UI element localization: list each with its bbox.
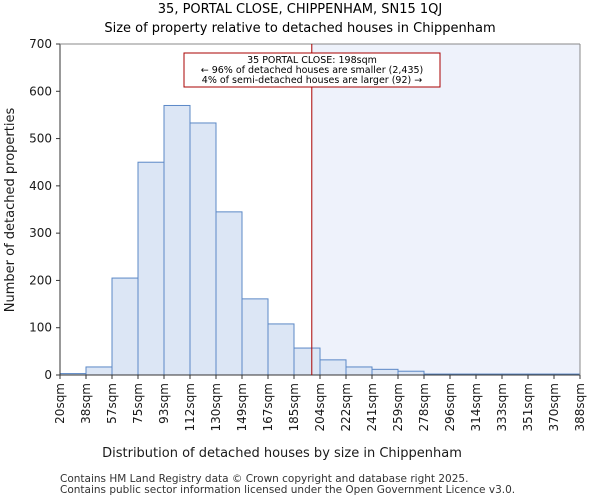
bar-241sqm bbox=[371, 368, 399, 376]
y-tick-label: 700 bbox=[29, 37, 52, 51]
chart-title: 35, PORTAL CLOSE, CHIPPENHAM, SN15 1QJ bbox=[158, 2, 442, 17]
bar-38sqm bbox=[85, 366, 113, 376]
x-tick-label: 351sqm bbox=[521, 383, 535, 431]
y-ticks-group: 0 100 200 300 400 500 600 700 bbox=[29, 37, 60, 382]
x-tick-label: 185sqm bbox=[287, 383, 301, 431]
chart-subtitle: Size of property relative to detached ho… bbox=[104, 21, 495, 36]
x-tick-label: 333sqm bbox=[495, 383, 509, 431]
bar-57sqm bbox=[111, 277, 139, 376]
x-axis-label: Distribution of detached houses by size … bbox=[102, 446, 462, 461]
x-tick-label: 57sqm bbox=[105, 383, 119, 424]
bar-222sqm bbox=[345, 366, 373, 376]
annotation-box: 35 PORTAL CLOSE: 198sqm ← 96% of detache… bbox=[183, 52, 441, 88]
y-tick-label: 400 bbox=[29, 179, 52, 193]
x-tick-label: 204sqm bbox=[313, 383, 327, 431]
y-tick-label: 600 bbox=[29, 84, 52, 98]
y-tick-label: 500 bbox=[29, 132, 52, 146]
bars-group bbox=[59, 104, 581, 376]
footer-line-1: Contains HM Land Registry data © Crown c… bbox=[60, 473, 469, 485]
x-tick-label: 370sqm bbox=[547, 383, 561, 431]
x-tick-label: 167sqm bbox=[261, 383, 275, 431]
x-tick-label: 278sqm bbox=[417, 383, 431, 431]
x-tick-label: 222sqm bbox=[339, 383, 353, 431]
x-tick-label: 314sqm bbox=[469, 383, 483, 431]
x-tick-label: 20sqm bbox=[53, 383, 67, 424]
x-tick-label: 388sqm bbox=[573, 383, 587, 431]
x-tick-label: 149sqm bbox=[235, 383, 249, 431]
y-tick-label: 200 bbox=[29, 273, 52, 287]
bar-149sqm bbox=[241, 298, 269, 376]
x-tick-label: 296sqm bbox=[443, 383, 457, 431]
x-tick-label: 38sqm bbox=[79, 383, 93, 424]
bar-75sqm bbox=[137, 161, 165, 376]
x-ticks-group: 20sqm 38sqm 57sqm 75sqm 93sqm 112sqm 130sqm 149… bbox=[53, 375, 587, 431]
annotation-line-2: ← 96% of detached houses are smaller (2,… bbox=[201, 65, 424, 76]
y-tick-label: 100 bbox=[29, 321, 52, 335]
bar-130sqm bbox=[215, 211, 243, 376]
x-tick-label: 93sqm bbox=[157, 383, 171, 424]
bar-93sqm bbox=[163, 104, 191, 376]
annotation-line-1: 35 PORTAL CLOSE: 198sqm bbox=[247, 55, 377, 66]
x-tick-label: 259sqm bbox=[391, 383, 405, 431]
x-tick-label: 130sqm bbox=[209, 383, 223, 431]
y-tick-label: 0 bbox=[44, 368, 52, 382]
bar-167sqm bbox=[267, 323, 295, 376]
bar-185sqm bbox=[293, 347, 321, 376]
x-tick-label: 112sqm bbox=[183, 383, 197, 431]
bar-204sqm bbox=[319, 359, 347, 376]
footer-line-2: Contains public sector information licen… bbox=[60, 484, 516, 496]
annotation-line-3: 4% of semi-detached houses are larger (9… bbox=[202, 75, 422, 86]
y-tick-label: 300 bbox=[29, 226, 52, 240]
larger-region-shade bbox=[311, 44, 580, 375]
annotation-rect bbox=[183, 52, 441, 88]
x-tick-label: 75sqm bbox=[131, 383, 145, 424]
bar-112sqm bbox=[189, 122, 217, 376]
bar-259sqm bbox=[397, 370, 425, 376]
y-axis-label: Number of detached properties bbox=[3, 108, 18, 313]
x-tick-label: 241sqm bbox=[365, 383, 379, 431]
